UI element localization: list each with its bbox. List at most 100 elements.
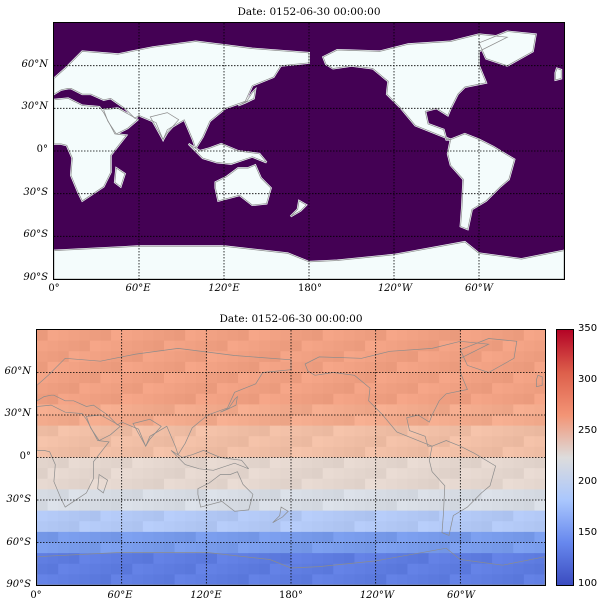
bottom-cell (79, 351, 91, 363)
bottom-cell (333, 404, 345, 416)
bottom-cell (534, 446, 545, 459)
bottom-cell (301, 489, 313, 501)
bottom-cell (100, 383, 112, 395)
bottom-cell (142, 510, 154, 522)
bottom-cell (164, 478, 176, 490)
bottom-cell (195, 553, 207, 565)
bottom-cell (365, 340, 377, 352)
bottom-cell (238, 330, 250, 342)
bottom-cell (142, 372, 154, 384)
bottom-cell (37, 489, 49, 501)
bottom-cell (164, 330, 176, 342)
bottom-cell (100, 372, 112, 384)
bottom-cell (407, 510, 419, 522)
bottom-cell (375, 457, 387, 469)
bottom-cell (259, 361, 271, 374)
bottom-cell (523, 542, 535, 554)
bottom-cell (523, 383, 535, 395)
bottom-cell (58, 457, 70, 469)
bottom-cell (322, 553, 334, 565)
bottom-cell (343, 510, 355, 522)
bottom-cell (79, 553, 91, 565)
bottom-cell (492, 340, 504, 352)
bottom-cell (291, 574, 303, 585)
top-coast-arabia (103, 107, 139, 135)
bottom-cell (185, 415, 197, 427)
bottom-cell (322, 340, 334, 352)
bottom-gridlines (37, 330, 545, 585)
bottom-cell (206, 372, 218, 384)
bottom-cell (216, 351, 228, 363)
bottom-cell (238, 521, 250, 533)
bottom-cell (502, 383, 514, 395)
bottom-cell (481, 521, 493, 533)
bottom-cell (206, 404, 218, 416)
bottom-cell (68, 542, 80, 554)
bottom-cell (47, 393, 59, 405)
bottom-cell (238, 340, 250, 352)
bottom-cell (37, 446, 49, 459)
bottom-cell (523, 372, 535, 384)
bottom-cell (365, 436, 377, 448)
bottom-cell (100, 415, 112, 427)
top-map-panel (53, 22, 565, 280)
bottom-cell (365, 531, 377, 544)
bottom-cell (375, 542, 387, 554)
bottom-cell (174, 415, 186, 427)
bottom-cell (375, 446, 387, 459)
bottom-cell (227, 425, 239, 437)
bottom-cell (343, 415, 355, 427)
bottom-cell (37, 553, 49, 565)
bottom-cell (185, 457, 197, 469)
bottom-cell (502, 468, 514, 480)
bottom-cell (79, 521, 91, 533)
bottom-cell (132, 468, 144, 480)
bottom-cell (534, 553, 545, 565)
bottom-cell (174, 457, 186, 469)
bottom-cell (418, 425, 430, 437)
bottom-lat-tick-30s: 30°S (6, 494, 31, 505)
bottom-cell (354, 446, 366, 459)
bottom-cell (460, 563, 472, 575)
bottom-cell (58, 383, 70, 395)
bottom-cell (428, 489, 440, 501)
bottom-cell (470, 436, 482, 448)
bottom-cell (111, 383, 123, 395)
bottom-cell (291, 425, 303, 437)
bottom-cell (195, 351, 207, 363)
bottom-cell (195, 425, 207, 437)
bottom-cell (68, 404, 80, 416)
bottom-cell (174, 521, 186, 533)
bottom-cell (460, 393, 472, 405)
bottom-cell (322, 468, 334, 480)
bottom-cell (386, 457, 398, 469)
bottom-cell (153, 553, 165, 565)
bottom-cell (68, 563, 80, 575)
bottom-cell (333, 446, 345, 459)
bottom-cell (248, 489, 260, 501)
bottom-cell (343, 404, 355, 416)
bottom-cell (37, 351, 49, 363)
bottom-cell (269, 351, 281, 363)
bottom-cell (481, 500, 493, 512)
bottom-cell (47, 574, 59, 585)
bottom-cell (37, 425, 49, 437)
bottom-cell (79, 574, 91, 585)
bottom-cell (428, 415, 440, 427)
bottom-cell (89, 361, 101, 374)
bottom-cell (195, 361, 207, 374)
top-coast-india (149, 112, 180, 141)
bottom-cell (386, 425, 398, 437)
bottom-cell (428, 361, 440, 374)
bottom-cell (68, 393, 80, 405)
bottom-cell (375, 521, 387, 533)
bottom-cell (132, 351, 144, 363)
bottom-cell (227, 457, 239, 469)
bottom-cell (195, 521, 207, 533)
bottom-cell (185, 393, 197, 405)
bottom-cell (216, 415, 228, 427)
bottom-cell (460, 446, 472, 459)
bottom-cell (248, 361, 260, 374)
bottom-cell (418, 542, 430, 554)
bottom-cell (185, 340, 197, 352)
